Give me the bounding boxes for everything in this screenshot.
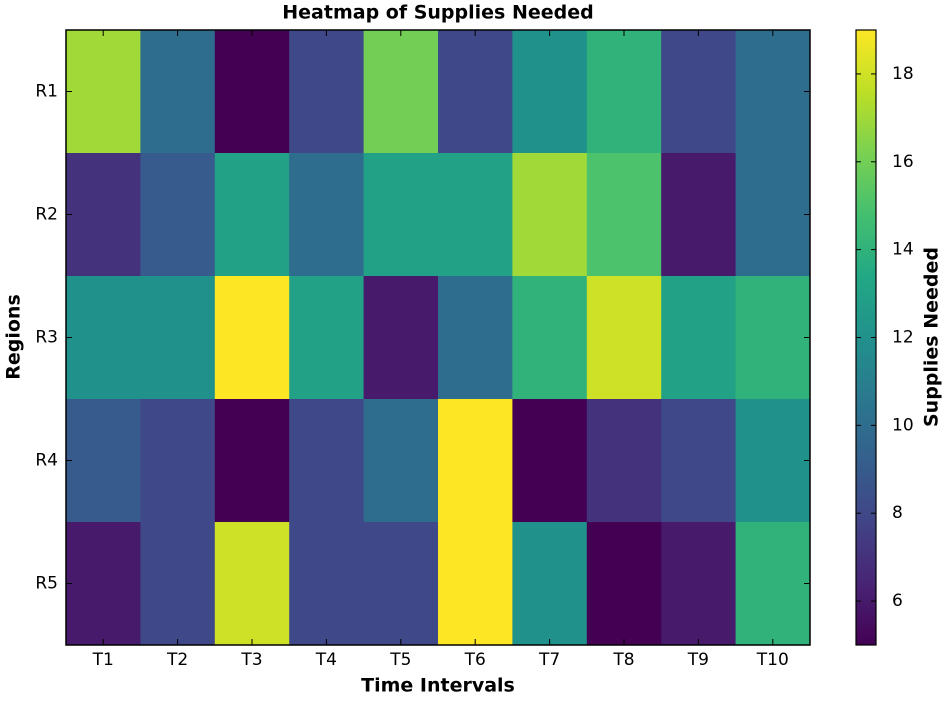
heatmap-cell (214, 399, 290, 523)
x-tick-label: T9 (687, 650, 709, 670)
heatmap-cell (586, 522, 662, 646)
heatmap-cell (66, 522, 141, 646)
heatmap-cell (512, 276, 588, 400)
heatmap-cell (586, 153, 662, 277)
y-tick-label: R3 (35, 328, 58, 348)
heatmap-cell (661, 153, 737, 277)
heatmap-cell (661, 276, 737, 400)
heatmap-cell (586, 399, 662, 523)
heatmap-cell (140, 30, 216, 154)
heatmap-cell (289, 399, 365, 523)
heatmap-cell (66, 153, 141, 277)
heatmap-cell (438, 30, 513, 154)
heatmap-cell (586, 30, 662, 154)
heatmap-cell (363, 399, 439, 523)
y-tick-label: R2 (35, 205, 58, 225)
heatmap-cell (735, 30, 811, 154)
heatmap-cell (363, 30, 439, 154)
x-tick-label: T5 (389, 650, 411, 670)
heatmap-cell (512, 522, 588, 646)
y-tick-label: R1 (35, 82, 58, 102)
colorbar-tick-label: 14 (892, 240, 914, 260)
heatmap-cell (661, 30, 737, 154)
heatmap-cell (512, 153, 588, 277)
heatmap-cell (289, 276, 365, 400)
colorbar-tick-label: 10 (892, 415, 914, 435)
x-tick-label: T6 (464, 650, 486, 670)
heatmap-cell (214, 276, 290, 400)
x-tick-label: T4 (315, 650, 337, 670)
heatmap-cell (438, 276, 513, 400)
x-tick-label: T2 (166, 650, 188, 670)
heatmap-cell (735, 399, 811, 523)
heatmap-cell (289, 153, 365, 277)
y-tick-label: R4 (35, 451, 58, 471)
heatmap-cell (438, 522, 513, 646)
heatmap-cell (289, 30, 365, 154)
heatmap-cell (66, 276, 141, 400)
colorbar-tick-label: 12 (892, 328, 914, 348)
heatmap-cell (735, 522, 811, 646)
x-tick-label: T8 (612, 650, 634, 670)
heatmap-cell (289, 522, 365, 646)
heatmap-cell (661, 399, 737, 523)
heatmap-cell (363, 522, 439, 646)
heatmap-cell (586, 276, 662, 400)
heatmap-cell (438, 153, 513, 277)
heatmap-cell (735, 153, 811, 277)
heatmap-cell (512, 399, 588, 523)
x-axis-label: Time Intervals (361, 675, 515, 697)
heatmap-cell (214, 153, 290, 277)
heatmap-cell (214, 30, 290, 154)
heatmap-cell (140, 153, 216, 277)
y-tick-label: R5 (35, 574, 58, 594)
heatmap-cell (661, 522, 737, 646)
heatmap-cell (363, 276, 439, 400)
heatmap-cell (363, 153, 439, 277)
heatmap-cell (140, 399, 216, 523)
heatmap-cell (140, 522, 216, 646)
y-axis-label: Regions (3, 294, 25, 380)
colorbar-tick-label: 6 (892, 591, 903, 611)
heatmap-cell (140, 276, 216, 400)
heatmap-cell (512, 30, 588, 154)
colorbar-tick-label: 8 (892, 503, 903, 523)
x-tick-label: T3 (240, 650, 262, 670)
x-tick-label: T7 (538, 650, 560, 670)
colorbar-tick-label: 16 (892, 152, 914, 172)
chart-title: Heatmap of Supplies Needed (282, 2, 593, 24)
heatmap-cell (438, 399, 513, 523)
heatmap-cell (66, 30, 141, 154)
heatmap-cell (66, 399, 141, 523)
heatmap-cell (214, 522, 290, 646)
colorbar-tick-label: 18 (892, 64, 914, 84)
x-tick-label: T1 (92, 650, 114, 670)
colorbar-label: Supplies Needed (921, 247, 943, 427)
heatmap-cell (735, 276, 811, 400)
x-tick-label: T10 (756, 650, 789, 670)
